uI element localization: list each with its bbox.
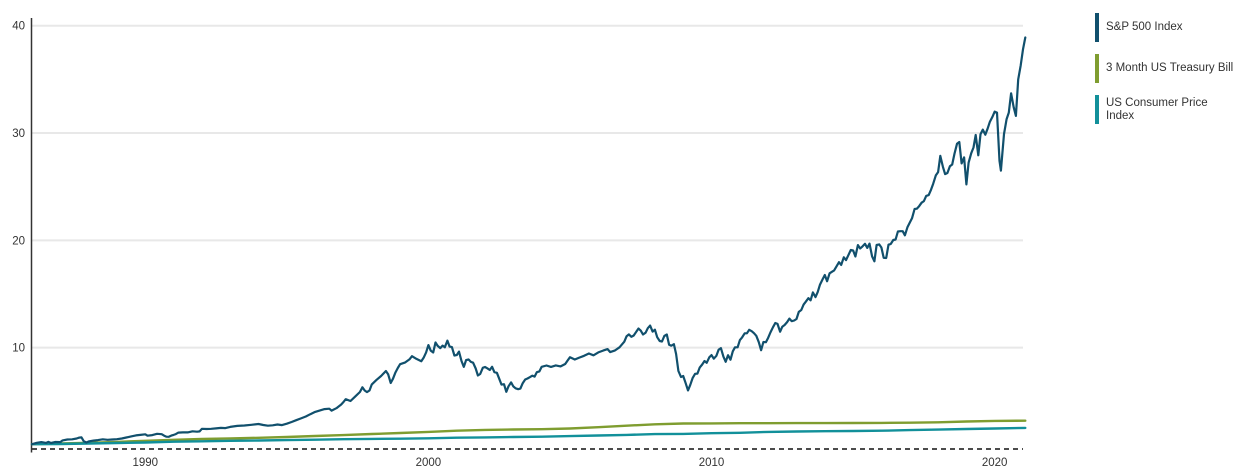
y-tick-label-10: 10 (12, 343, 25, 355)
series-line-us-consumer-price-index (30, 426, 1027, 446)
x-tick-label-2010: 2010 (699, 457, 725, 469)
legend-item-cpi: US Consumer Price Index (1095, 95, 1235, 124)
legend-item-sp500: S&P 500 Index (1095, 13, 1235, 42)
y-tick-label-30: 30 (12, 128, 25, 140)
sp500-color-swatch (1095, 13, 1099, 42)
chart-legend: S&P 500 Index 3 Month US Treasury Bill U… (1095, 13, 1235, 136)
y-tick-label-40: 40 (12, 21, 25, 33)
x-tick-label-1990: 1990 (132, 457, 158, 469)
series-line-s-p-500-index (30, 36, 1027, 446)
y-tick-label-20: 20 (12, 235, 25, 247)
tbill-color-swatch (1095, 54, 1099, 83)
x-tick-label-2000: 2000 (416, 457, 442, 469)
legend-label-tbill: 3 Month US Treasury Bill (1106, 62, 1234, 75)
series-line-3-month-us-treasury-bill (30, 419, 1027, 446)
legend-label-sp500: S&P 500 Index (1106, 21, 1183, 34)
legend-label-cpi: US Consumer Price Index (1106, 96, 1208, 122)
x-tick-label-2020: 2020 (982, 457, 1008, 469)
legend-item-tbill: 3 Month US Treasury Bill (1095, 54, 1235, 83)
cpi-color-swatch (1095, 95, 1099, 124)
